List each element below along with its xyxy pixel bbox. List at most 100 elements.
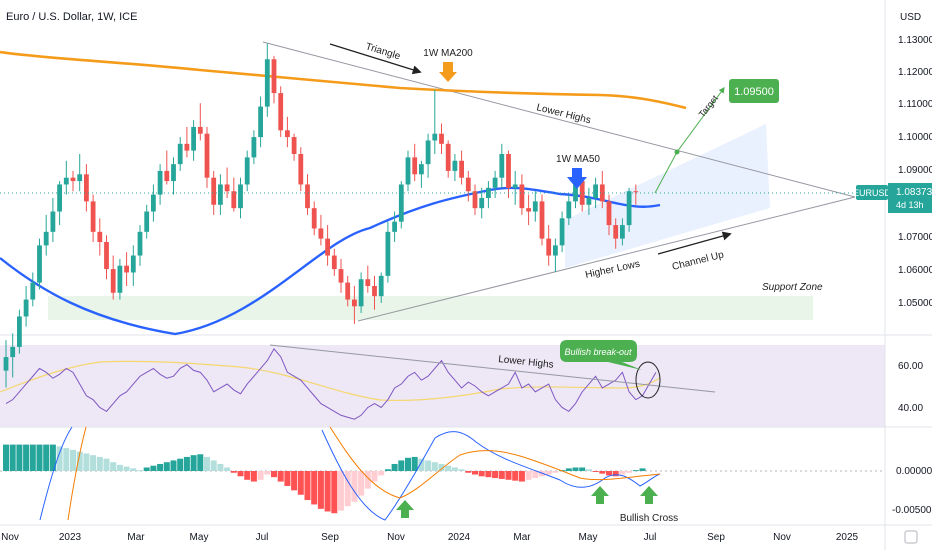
candle-body bbox=[264, 59, 270, 107]
macd-bar bbox=[485, 471, 492, 478]
candle-body bbox=[124, 265, 129, 273]
candle-body bbox=[84, 174, 89, 202]
macd-bar bbox=[418, 458, 425, 471]
currency-label: USD bbox=[900, 12, 921, 23]
macd-bar bbox=[123, 466, 130, 471]
macd-bar bbox=[96, 456, 103, 471]
x-tick-label: Nov bbox=[773, 532, 791, 543]
candle-body bbox=[3, 357, 9, 371]
candle-body bbox=[579, 181, 585, 205]
macd-bar bbox=[83, 453, 90, 471]
macd-bar bbox=[237, 471, 244, 477]
macd-bar bbox=[371, 471, 378, 482]
macd-bar bbox=[585, 469, 592, 471]
candle-body bbox=[573, 181, 578, 202]
time-axis: Nov 2023 Mar May Jul Sep Nov 2024 Mar Ma… bbox=[1, 532, 858, 543]
candle-body bbox=[566, 201, 572, 219]
macd-bar bbox=[512, 471, 519, 481]
candle-body bbox=[251, 137, 257, 158]
y-tick-label: 1.09000 bbox=[898, 165, 932, 176]
settings-icon[interactable] bbox=[904, 530, 918, 544]
macd-bar bbox=[572, 467, 579, 471]
x-tick-label: Jul bbox=[256, 532, 269, 543]
macd-bar bbox=[217, 463, 224, 471]
candle-body bbox=[137, 231, 143, 256]
macd-bar bbox=[565, 468, 572, 471]
candle-body bbox=[37, 245, 42, 283]
price-tag bbox=[888, 183, 932, 213]
macd-bar bbox=[311, 471, 318, 505]
symbol-tag bbox=[856, 185, 888, 200]
macd-bar bbox=[204, 456, 210, 471]
macd-bar bbox=[391, 463, 398, 471]
candle-body bbox=[459, 160, 464, 178]
macd-bar bbox=[518, 471, 525, 482]
candle-body bbox=[157, 170, 163, 195]
candle-body bbox=[331, 255, 337, 270]
candle-body bbox=[472, 191, 478, 209]
candlestick-series bbox=[3, 43, 639, 388]
x-tick-label: Nov bbox=[1, 532, 19, 543]
rsi-band bbox=[0, 345, 885, 427]
macd-bar bbox=[324, 471, 331, 512]
y-tick-label: 1.07000 bbox=[898, 232, 932, 243]
macd-bar bbox=[277, 471, 284, 482]
candle-body bbox=[70, 177, 76, 182]
macd-bar bbox=[606, 471, 612, 476]
macd-bar bbox=[458, 469, 465, 471]
candle-body bbox=[539, 201, 545, 239]
macd-bar bbox=[505, 471, 512, 480]
price-axis: 1.13000 1.12000 1.11000 1.10000 1.09000 … bbox=[892, 35, 932, 516]
x-tick-label: Jul bbox=[644, 532, 657, 543]
candle-body bbox=[311, 208, 317, 229]
x-tick-label: 2024 bbox=[448, 532, 471, 543]
macd-bar bbox=[304, 471, 311, 501]
candle-body bbox=[512, 184, 518, 188]
macd-bar bbox=[264, 471, 271, 475]
candle-body bbox=[10, 346, 16, 358]
target-point bbox=[674, 149, 680, 155]
x-tick-label: May bbox=[579, 532, 598, 543]
macd-bar bbox=[224, 467, 231, 471]
candle-body bbox=[398, 184, 404, 222]
macd-bar bbox=[36, 444, 43, 471]
candle-body bbox=[258, 106, 263, 138]
candle-body bbox=[385, 231, 391, 276]
candle-body bbox=[97, 231, 103, 242]
macd-bar bbox=[116, 464, 123, 471]
macd-bar bbox=[498, 471, 505, 479]
candle-body bbox=[432, 133, 438, 141]
candle-body bbox=[204, 133, 210, 178]
macd-bar bbox=[150, 465, 157, 471]
candle-body bbox=[291, 137, 297, 154]
ma50-arrow-icon bbox=[567, 168, 587, 189]
macd-bar bbox=[626, 471, 633, 473]
ma200-label: 1W MA200 bbox=[423, 48, 473, 59]
macd-histogram bbox=[3, 444, 646, 514]
macd-bar bbox=[425, 460, 432, 471]
candle-body bbox=[211, 177, 217, 205]
candle-body bbox=[345, 282, 351, 300]
macd-bar bbox=[317, 471, 324, 509]
candle-body bbox=[553, 245, 558, 256]
candle-body bbox=[325, 238, 330, 256]
candle-body bbox=[50, 211, 56, 232]
candle-body bbox=[599, 184, 605, 202]
macd-bar bbox=[197, 454, 204, 471]
macd-bar bbox=[384, 469, 391, 471]
candle-body bbox=[559, 218, 565, 246]
x-tick-label: Sep bbox=[321, 532, 339, 543]
macd-bar bbox=[210, 460, 217, 471]
macd-bar bbox=[103, 458, 110, 471]
macd-bar bbox=[592, 471, 599, 472]
x-tick-label: May bbox=[190, 532, 209, 543]
y-tick-label: 1.10000 bbox=[898, 132, 932, 143]
signal-line-early bbox=[67, 426, 87, 521]
macd-bar bbox=[90, 455, 97, 471]
macd-line bbox=[321, 429, 661, 521]
macd-bar bbox=[16, 444, 23, 471]
macd-bar bbox=[9, 444, 16, 471]
candle-body bbox=[90, 201, 96, 232]
price-tag-countdown: 4d 13h bbox=[896, 200, 924, 210]
